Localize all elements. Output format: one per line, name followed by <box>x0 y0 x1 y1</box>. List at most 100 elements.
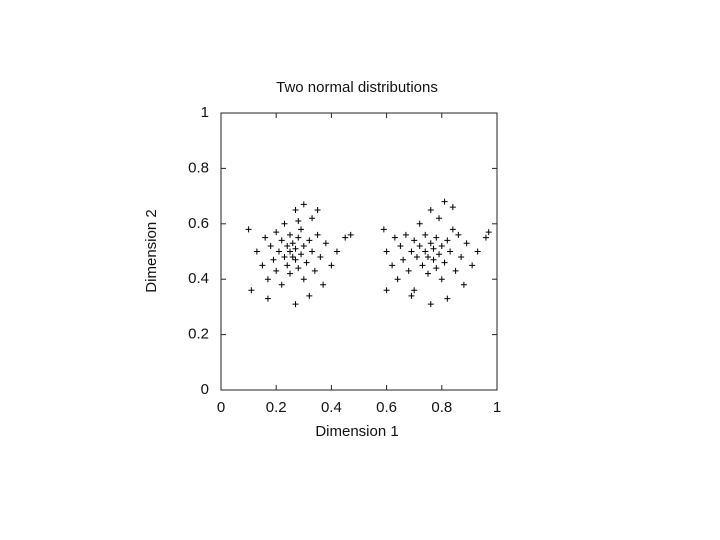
y-tick-label: 0 <box>201 381 209 398</box>
data-point <box>430 256 437 263</box>
data-point <box>411 237 418 244</box>
data-point <box>397 242 404 249</box>
data-point <box>273 267 280 274</box>
data-point <box>292 256 299 263</box>
data-point <box>460 281 467 288</box>
data-point <box>342 234 349 241</box>
data-point <box>413 254 420 261</box>
data-point <box>458 254 465 261</box>
data-point <box>322 240 329 247</box>
data-point <box>425 254 431 261</box>
data-point <box>264 295 271 302</box>
data-point <box>270 256 277 263</box>
data-point <box>300 201 307 208</box>
data-point <box>485 229 492 236</box>
y-axis-label: Dimension 2 <box>143 209 160 292</box>
data-point <box>281 254 288 261</box>
data-point <box>444 295 451 302</box>
data-point <box>438 276 445 283</box>
data-point <box>408 248 415 255</box>
data-point <box>482 234 489 241</box>
data-point <box>311 267 318 274</box>
data-point <box>295 265 302 272</box>
data-point <box>289 254 296 261</box>
data-point <box>278 237 285 244</box>
data-point <box>455 231 462 238</box>
data-point <box>438 242 445 249</box>
data-point <box>400 256 407 263</box>
data-point <box>253 248 260 255</box>
data-point <box>444 237 451 244</box>
data-point <box>394 276 401 283</box>
data-point <box>287 270 293 277</box>
x-tick-label: 1 <box>493 399 501 416</box>
data-point <box>402 231 409 238</box>
data-point <box>278 281 285 288</box>
data-point <box>306 237 313 244</box>
data-point <box>405 267 412 274</box>
data-point <box>267 242 274 249</box>
x-axis-label: Dimension 1 <box>315 423 398 440</box>
data-point <box>463 240 470 247</box>
data-point <box>419 262 426 269</box>
data-point <box>284 262 291 269</box>
x-tick-label: 0.8 <box>431 399 452 416</box>
data-point <box>447 248 454 255</box>
data-point <box>287 248 293 255</box>
data-point <box>306 292 313 299</box>
data-point <box>436 251 443 258</box>
data-point <box>433 234 440 241</box>
chart-title: Two normal distributions <box>276 79 438 96</box>
data-point <box>430 245 437 252</box>
data-point <box>245 226 252 233</box>
data-point <box>320 281 327 288</box>
data-point <box>264 276 271 283</box>
data-point <box>314 231 321 238</box>
data-point <box>441 259 448 266</box>
data-point <box>259 262 266 269</box>
x-tick-label: 0.6 <box>376 399 397 416</box>
data-point <box>298 226 305 233</box>
data-point <box>433 265 440 272</box>
data-point <box>287 231 293 238</box>
data-point <box>292 206 299 213</box>
data-point <box>411 287 418 294</box>
data-point <box>416 242 423 249</box>
data-point <box>281 220 288 227</box>
data-point <box>333 248 340 255</box>
plot-frame <box>220 112 498 391</box>
data-point <box>436 215 443 222</box>
data-point <box>425 270 431 277</box>
data-point <box>262 234 269 241</box>
data-point <box>427 206 434 213</box>
data-point <box>300 242 307 249</box>
data-point <box>469 262 476 269</box>
data-point <box>300 276 307 283</box>
data-point <box>303 259 310 266</box>
y-tick-label: 0.6 <box>188 215 209 232</box>
data-point <box>391 234 398 241</box>
data-point <box>408 292 415 299</box>
data-point <box>449 226 456 233</box>
data-point <box>383 248 390 255</box>
data-point <box>380 226 387 233</box>
data-point <box>289 240 296 247</box>
data-point <box>275 248 282 255</box>
y-tick-label: 0.2 <box>188 326 209 343</box>
data-point <box>416 220 423 227</box>
data-point <box>295 234 302 241</box>
data-point <box>314 206 321 213</box>
data-point <box>248 287 255 294</box>
data-point <box>427 301 434 308</box>
data-point <box>441 198 448 205</box>
data-point <box>422 231 429 238</box>
y-tick-label: 0.4 <box>188 270 209 287</box>
data-point <box>383 287 390 294</box>
x-tick-label: 0.4 <box>321 399 342 416</box>
y-tick-label: 0.8 <box>188 159 209 176</box>
data-point <box>284 242 291 249</box>
data-point <box>452 267 459 274</box>
x-tick-label: 0.2 <box>266 399 287 416</box>
x-tick-label: 0 <box>217 399 225 416</box>
